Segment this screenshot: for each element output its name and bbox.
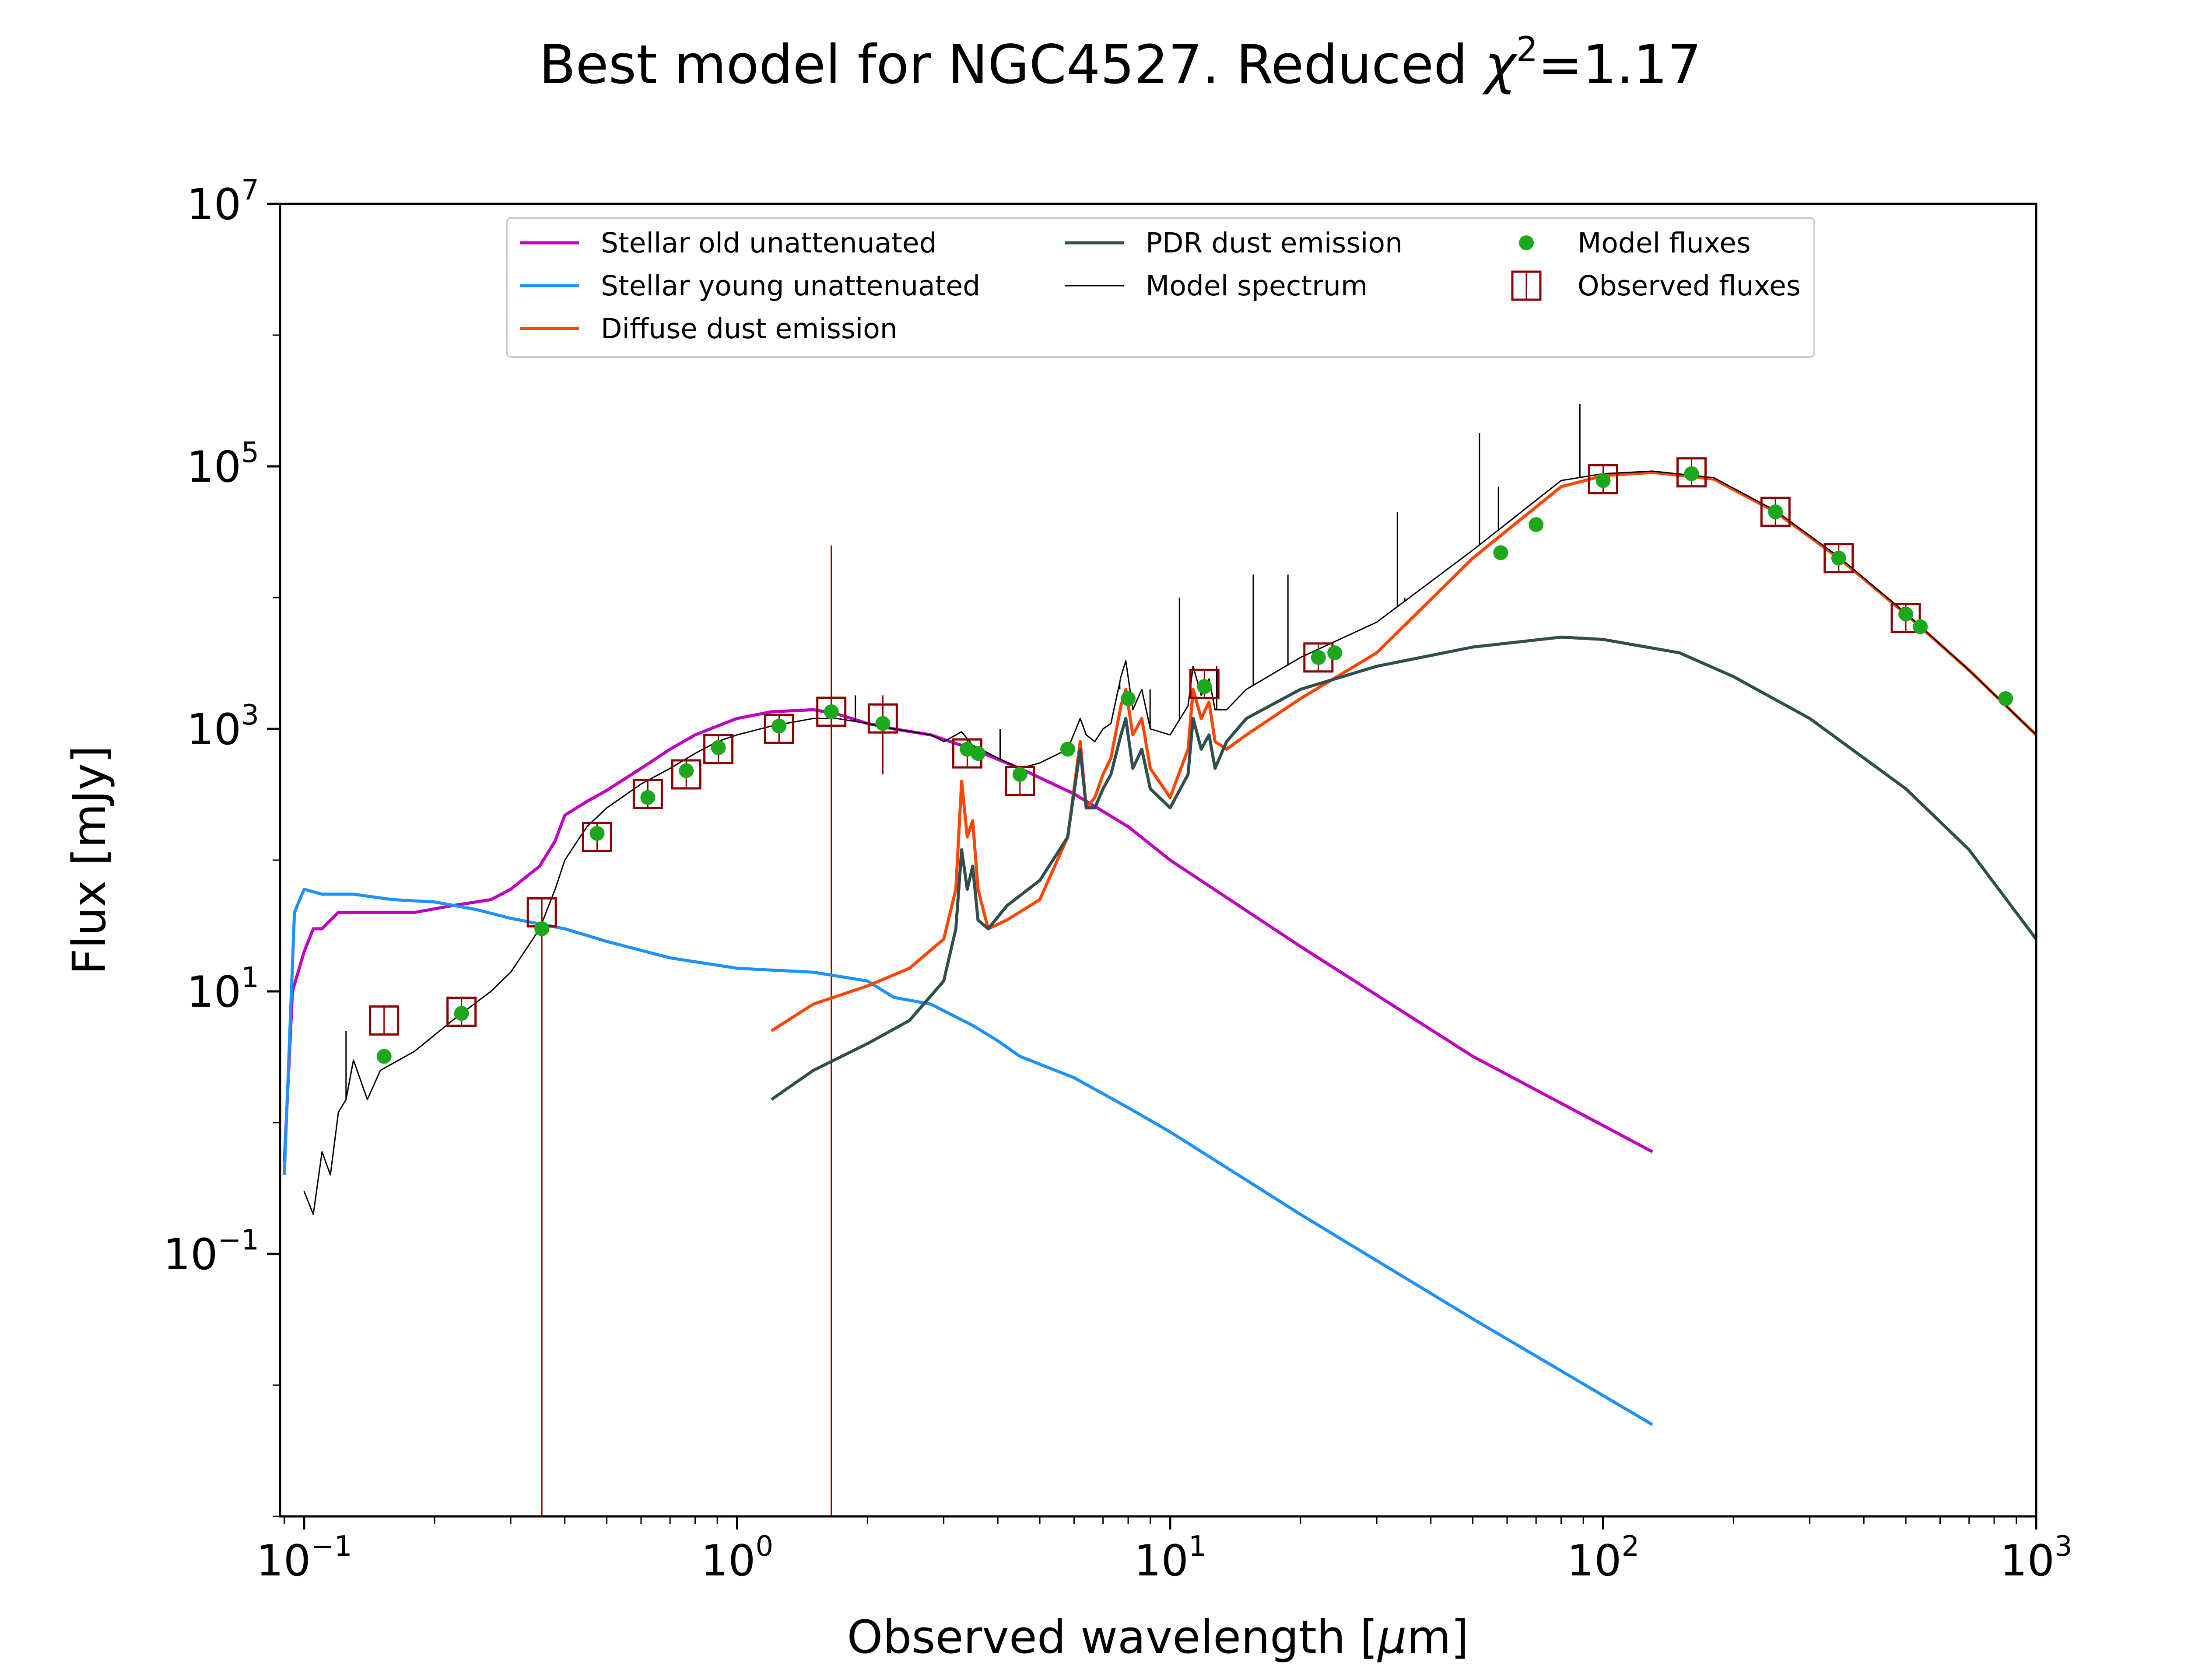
model-flux-point	[1060, 742, 1075, 757]
legend-label: Model fluxes	[1578, 227, 1751, 259]
model-flux-point	[1327, 645, 1343, 661]
chart-title: Best model for NGC4527. Reduced χ2=1.17	[539, 30, 1701, 96]
x-tick-base: 10	[2000, 1536, 2055, 1586]
y-tick-base: 10	[187, 705, 242, 755]
model-flux-point	[1595, 473, 1611, 488]
series-pdr-dust-emission	[770, 635, 2036, 1101]
x-tick-exp: −1	[311, 1530, 352, 1563]
model-flux-point	[1197, 679, 1212, 694]
model-flux-point	[1768, 504, 1783, 519]
x-axis-label-mu: μ	[1377, 1610, 1406, 1664]
y-tick-exp: 5	[241, 437, 259, 469]
y-tick-exp: −1	[218, 1224, 259, 1256]
model-flux-point	[679, 763, 694, 778]
chart-title-chi: χ	[1482, 34, 1518, 96]
x-tick-exp: 0	[755, 1530, 773, 1563]
model-flux-point	[589, 826, 605, 841]
model-flux-point	[1311, 650, 1326, 665]
legend-item-stellar-old-unattenuated: Stellar old unattenuated	[520, 227, 937, 259]
model-flux-point	[771, 718, 787, 734]
series-stellar-young-unattenuated	[283, 888, 1653, 1426]
y-tick-base: 10	[187, 967, 242, 1017]
model-flux-point	[376, 1049, 392, 1064]
model-flux-point	[454, 1006, 469, 1021]
x-tick-label: 100	[701, 1530, 773, 1586]
legend-item-observed-fluxes: Observed fluxes	[1511, 270, 1801, 302]
model-flux-point	[824, 704, 839, 719]
legend-label: Diffuse dust emission	[601, 313, 898, 345]
x-tick-base: 10	[701, 1536, 756, 1586]
model-flux-point	[1684, 466, 1699, 481]
y-tick-exp: 7	[241, 174, 259, 206]
y-tick-label: 10−1	[163, 1224, 259, 1280]
legend-label: Model spectrum	[1146, 270, 1368, 302]
x-tick-label: 103	[2000, 1530, 2072, 1586]
y-tick-label: 103	[187, 699, 259, 755]
x-tick-exp: 3	[2055, 1530, 2072, 1563]
model-flux-point	[970, 746, 985, 761]
y-tick-base: 10	[187, 180, 242, 230]
series-model-spectrum	[303, 470, 2036, 1215]
x-tick-exp: 2	[1621, 1530, 1639, 1563]
y-tick-label: 101	[187, 962, 259, 1017]
x-tick-label: 10−1	[256, 1530, 352, 1586]
legend-item-model-fluxes: Model fluxes	[1519, 227, 1751, 259]
model-flux-point	[1121, 691, 1136, 706]
chart-title-sup: 2	[1516, 30, 1538, 70]
y-tick-base: 10	[187, 442, 242, 492]
series-stellar-old-unattenuated	[283, 708, 1653, 1162]
x-axis-label-prefix: Observed wavelength [	[847, 1610, 1378, 1664]
x-axis-label: Observed wavelength [μm]	[847, 1610, 1469, 1664]
model-fluxes-layer	[376, 466, 2013, 1064]
model-flux-point	[1012, 767, 1027, 782]
x-axis: 10−1 100 101 102 103	[256, 1516, 2072, 1586]
model-flux-point	[1898, 606, 1914, 622]
legend-item-stellar-young-unattenuated: Stellar young unattenuated	[520, 270, 980, 302]
x-tick-base: 10	[1134, 1536, 1189, 1586]
model-flux-point	[1998, 691, 2013, 706]
plot-area	[283, 403, 2036, 1516]
model-flux-point	[1493, 545, 1508, 560]
model-flux-point	[1529, 517, 1544, 532]
model-flux-point	[711, 740, 726, 755]
x-tick-label: 102	[1567, 1530, 1639, 1586]
legend-label: Stellar old unattenuated	[601, 227, 937, 259]
model-flux-point	[534, 921, 550, 936]
legend-item-model-spectrum: Model spectrum	[1065, 270, 1368, 302]
legend-label: Stellar young unattenuated	[601, 270, 980, 302]
x-tick-base: 10	[1567, 1536, 1622, 1586]
legend-box	[506, 217, 1815, 358]
y-tick-exp: 3	[241, 699, 259, 732]
legend-item-diffuse-dust-emission: Diffuse dust emission	[520, 313, 898, 345]
y-tick-label: 107	[187, 174, 259, 230]
y-tick-exp: 1	[241, 962, 259, 994]
y-tick-base: 10	[163, 1230, 218, 1280]
x-tick-base: 10	[256, 1536, 311, 1586]
legend-label: PDR dust emission	[1146, 227, 1403, 259]
spectral-lines-layer	[345, 403, 1581, 1100]
legend-swatch	[1519, 235, 1534, 250]
y-tick-label: 105	[187, 437, 259, 492]
x-axis-label-suffix: m]	[1407, 1610, 1469, 1664]
x-tick-exp: 1	[1189, 1530, 1206, 1563]
legend: Stellar old unattenuated Stellar young un…	[506, 217, 1815, 358]
y-axis-label: Flux [mJy]	[63, 746, 116, 975]
chart-title-suffix: =1.17	[1538, 34, 1701, 96]
model-flux-point	[1913, 619, 1928, 634]
series-diffuse-dust-emission	[770, 471, 2036, 1032]
legend-item-pdr-dust-emission: PDR dust emission	[1065, 227, 1403, 259]
legend-label: Observed fluxes	[1578, 270, 1801, 302]
model-flux-point	[875, 716, 891, 731]
model-flux-point	[640, 790, 656, 805]
chart-title-prefix: Best model for NGC4527. Reduced	[539, 34, 1485, 96]
series-layer	[283, 470, 2036, 1426]
model-flux-point	[1831, 550, 1846, 566]
x-tick-label: 101	[1134, 1530, 1206, 1586]
